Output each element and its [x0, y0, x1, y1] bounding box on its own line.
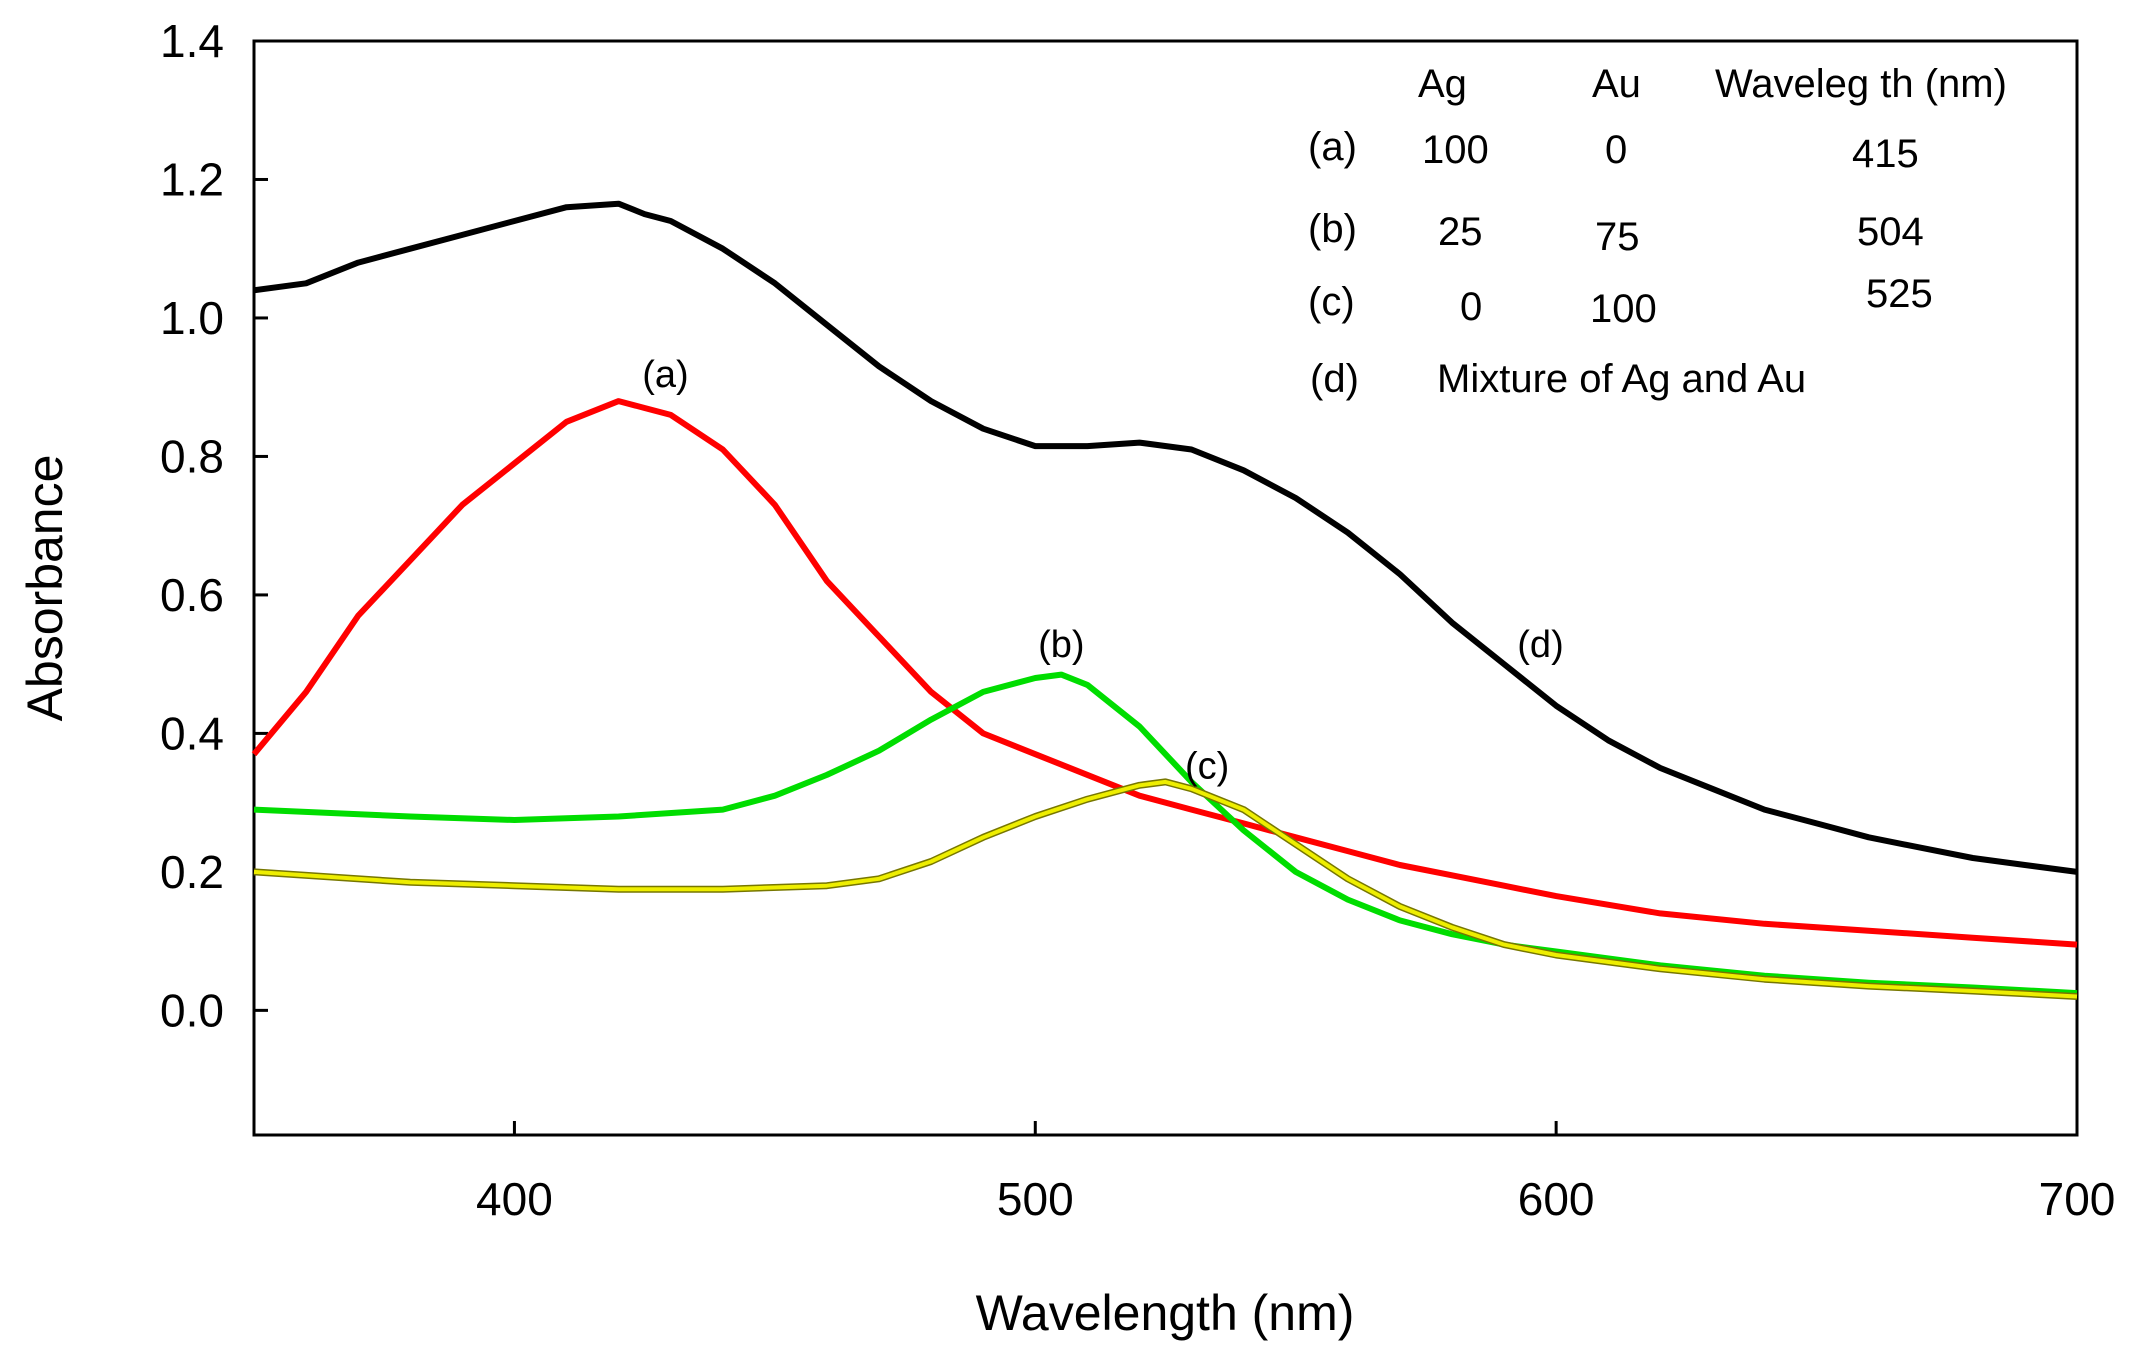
x-axis-label: Wavelength (nm) [976, 1285, 1355, 1341]
y-axis-label: Absorbance [17, 455, 73, 722]
legend-note-text: Mixture of Ag and Au [1437, 357, 1807, 401]
legend-row-wl: 504 [1857, 210, 1924, 254]
legend-header-ag: Ag [1418, 62, 1467, 106]
series-line-outline [253, 778, 2078, 1000]
legend-row-ag: 25 [1438, 210, 1483, 254]
legend-row-au: 0 [1605, 128, 1628, 172]
legend-row-au: 75 [1595, 215, 1640, 259]
curve-label: (a) [642, 354, 688, 396]
series-line-d [253, 200, 2078, 875]
curve-label: (d) [1517, 624, 1563, 666]
legend-row-ag: 0 [1460, 285, 1483, 329]
x-tick-label: 500 [997, 1173, 1074, 1225]
y-tick-label: 1.0 [160, 292, 224, 344]
legend-row-label: (c) [1308, 280, 1355, 324]
legend-row-au: 100 [1590, 287, 1657, 331]
labels-group: (a) (b) (c) (d) [642, 354, 1563, 787]
legend-row-label: (b) [1308, 207, 1357, 251]
x-tick-label: 600 [1518, 1173, 1595, 1225]
y-tick-label: 1.2 [160, 153, 224, 205]
y-tick-label: 0.8 [160, 430, 224, 482]
x-tick-label: 400 [476, 1173, 553, 1225]
y-tick-label: 0.6 [160, 569, 224, 621]
legend-row-label: (a) [1308, 125, 1357, 169]
series-group [251, 200, 2078, 1000]
legend-header-wavelength: Waveleg th (nm) [1715, 62, 2007, 106]
legend-row-ag: 100 [1422, 128, 1489, 172]
series-line-c [253, 779, 2078, 999]
x-tick-label: 700 [2039, 1173, 2116, 1225]
y-tick-label: 0.4 [160, 707, 224, 759]
series-line-a [251, 398, 2078, 948]
legend-row-wl: 525 [1866, 272, 1933, 316]
legend-header-au: Au [1592, 62, 1641, 106]
series-line-b [253, 671, 2078, 997]
y-tick-label: 0.2 [160, 846, 224, 898]
plot-frame [252, 39, 2079, 1137]
curve-label: (b) [1038, 624, 1084, 666]
legend-note-label: (d) [1310, 357, 1359, 401]
curve-label: (c) [1185, 745, 1229, 787]
legend-row-wl: 415 [1852, 132, 1919, 176]
y-tick-label: 0.0 [160, 984, 224, 1036]
y-tick-label: 1.4 [160, 15, 224, 67]
axes: 400 500 600 700 0.0 0.2 0.4 0.6 0.8 1.0 1.2 1.4 [160, 15, 2115, 1225]
